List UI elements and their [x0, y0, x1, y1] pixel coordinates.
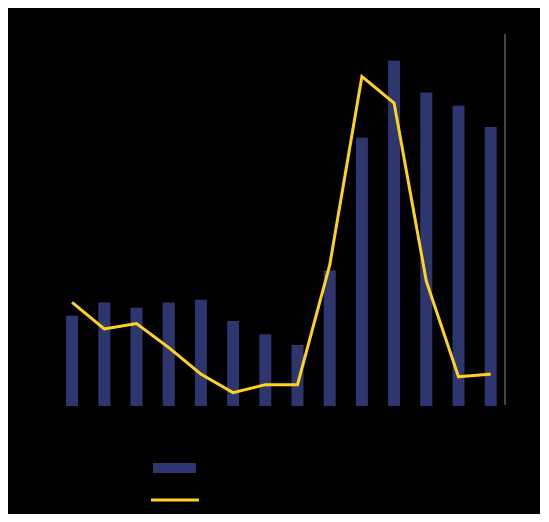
bar-series [66, 60, 497, 406]
legend [151, 463, 199, 502]
legend-bar-swatch [153, 463, 196, 473]
bar-1 [66, 315, 79, 406]
bar-9 [323, 270, 336, 406]
chart-frame [8, 8, 540, 514]
bar-7 [259, 334, 272, 406]
bar-4 [162, 302, 175, 406]
bar-12 [420, 92, 433, 406]
bar-2 [98, 302, 111, 406]
line-path [71, 73, 491, 395]
bar-5 [194, 299, 207, 406]
bar-13 [452, 105, 465, 406]
bar-11 [388, 60, 401, 406]
bar-6 [227, 321, 240, 406]
bar-10 [355, 137, 368, 406]
bar-8 [291, 344, 304, 406]
line-series [71, 73, 491, 395]
bar-3 [130, 307, 143, 406]
bar-14 [484, 127, 497, 406]
